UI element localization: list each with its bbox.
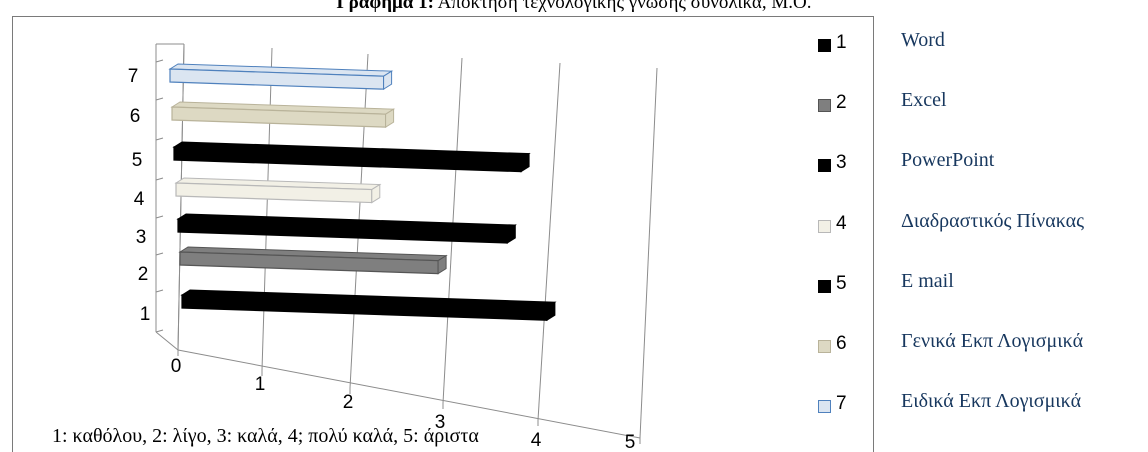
y-tick-mark-5 <box>155 137 164 141</box>
y-tick-mark-4 <box>155 177 164 181</box>
bar-cap-5 <box>520 152 530 173</box>
legend-number: 6 <box>836 333 847 354</box>
legend-swatch <box>818 159 831 172</box>
y-tick-mark-7 <box>155 59 164 63</box>
legend-swatch <box>818 280 831 293</box>
y-tick-mark-0 <box>155 329 164 333</box>
legend-number: 5 <box>836 273 847 294</box>
scale-note: 1: καθόλου, 2: λίγο, 3: καλά, 4; πολύ κα… <box>52 425 479 447</box>
axis-wall-edge <box>177 43 185 351</box>
legend-label: Word <box>901 29 945 51</box>
x-tick-label-2: 2 <box>343 392 354 413</box>
bar-cap-3 <box>506 224 516 244</box>
bar-chart: 1 2 3 4 5 6 7 0 1 2 3 4 5 <box>128 43 658 452</box>
bar-cap-2 <box>437 254 447 275</box>
legend-swatch <box>818 220 831 233</box>
chart-frame <box>12 16 874 452</box>
legend-swatch <box>818 99 831 112</box>
bar-cap-4 <box>371 183 381 204</box>
legend-number: 2 <box>836 92 847 113</box>
chart-title-rest: Απόκτηση τεχνολογικής γνώσης συνολικά, Μ… <box>433 0 812 13</box>
y-tick-label-2: 2 <box>138 264 149 285</box>
chart-title-bold: Γράφημα 1: <box>336 0 434 13</box>
x-tick-label-0: 0 <box>171 356 182 377</box>
y-tick-label-6: 6 <box>130 106 141 127</box>
x-tick-label-3: 3 <box>435 412 446 433</box>
legend-swatch <box>818 340 831 353</box>
axis-x-line <box>177 349 641 439</box>
legend-number: 3 <box>836 152 847 173</box>
y-tick-label-3: 3 <box>136 227 147 248</box>
legend-number: 7 <box>836 393 847 414</box>
gridline-5 <box>639 67 658 439</box>
y-tick-label-7: 7 <box>128 66 139 87</box>
legend-label: Ειδικά Εκπ Λογισμικά <box>901 390 1082 412</box>
gridline-4 <box>537 62 561 421</box>
legend-label: Γενικά Εκπ Λογισμικά <box>901 330 1084 352</box>
gridline-1 <box>261 47 273 371</box>
chart-title: Γράφημα 1: Απόκτηση τεχνολογικής γνώσης … <box>0 0 1148 14</box>
bar-cap-1 <box>546 301 556 322</box>
y-tick-mark-6 <box>155 97 164 101</box>
x-tick-label-1: 1 <box>255 374 266 395</box>
y-tick-label-5: 5 <box>132 150 143 171</box>
legend-label: Διαδραστικός Πίνακας <box>901 210 1085 232</box>
y-tick-label-1: 1 <box>140 304 151 325</box>
bar-cap-6 <box>385 108 395 129</box>
legend-number: 1 <box>836 32 847 53</box>
legend-label: Excel <box>901 89 947 111</box>
y-tick-mark-3 <box>155 215 164 219</box>
x-tick-label-5: 5 <box>625 432 636 452</box>
axis-corner <box>155 331 179 351</box>
legend-label: PowerPoint <box>901 149 995 171</box>
x-tick-label-4: 4 <box>531 430 542 451</box>
y-tick-mark-1 <box>155 289 164 293</box>
legend-swatch <box>818 39 831 52</box>
y-tick-mark-2 <box>155 252 164 256</box>
legend-label: E mail <box>901 270 954 292</box>
legend-swatch <box>818 400 831 413</box>
legend-number: 4 <box>836 213 847 234</box>
bar-cap-7 <box>383 70 393 91</box>
y-tick-label-4: 4 <box>134 189 145 210</box>
